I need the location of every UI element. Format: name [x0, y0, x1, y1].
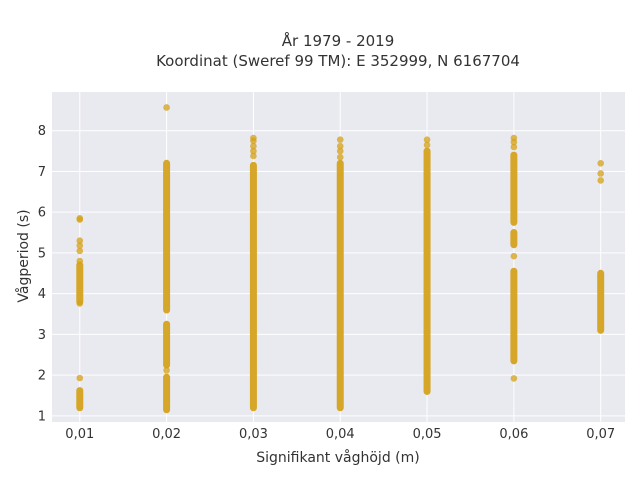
data-point-5-2: [510, 143, 518, 151]
x-tick-label-2: 0,03: [239, 427, 268, 442]
point-cluster-5-2: [510, 151, 518, 226]
x-tick-label-1: 0,02: [152, 427, 181, 442]
data-point-5-0: [510, 375, 518, 382]
chart-title-line-1: År 1979 - 2019: [282, 31, 395, 50]
x-tick-label-3: 0,04: [326, 427, 355, 442]
x-tick-labels: 0,01 0,02 0,03 0,04 0,05 0,06 0,07: [65, 427, 615, 442]
data-point-0-5: [76, 237, 84, 245]
point-cluster-1-0: [163, 373, 171, 414]
data-point-1-1: [163, 104, 170, 111]
y-tick-label-2: 3: [38, 328, 46, 343]
data-point-3-3: [336, 136, 344, 143]
data-point-6-2: [597, 159, 604, 167]
point-cluster-3-0: [336, 159, 344, 412]
data-point-2-1: [250, 147, 257, 155]
x-tick-label-6: 0,07: [586, 427, 615, 442]
point-cluster-5-1: [510, 229, 518, 249]
data-point-5-1: [510, 252, 518, 260]
point-cluster-0-1: [76, 261, 84, 306]
data-point-0-3: [76, 247, 84, 255]
y-tick-labels: 1 2 3 4 5 6 7 8: [38, 124, 46, 424]
data-point-3-0: [336, 153, 344, 161]
y-tick-label-7: 8: [38, 124, 46, 139]
data-point-6-1: [597, 170, 604, 177]
data-point-5-4: [510, 134, 518, 142]
point-cluster-4-0: [423, 147, 431, 395]
point-cluster-6-0: [597, 269, 605, 334]
data-point-2-4: [250, 134, 257, 142]
y-axis-label: Vågperiod (s): [15, 209, 32, 302]
x-tick-label-4: 0,05: [413, 427, 442, 442]
point-cluster-1-2: [163, 159, 171, 314]
data-point-4-0: [423, 141, 431, 149]
point-cluster-1-1: [163, 320, 171, 369]
data-point-3-1: [336, 147, 344, 155]
y-tick-label-4: 5: [38, 246, 46, 261]
data-point-3-2: [336, 142, 344, 150]
data-point-0-1: [76, 300, 84, 307]
y-tick-label-1: 2: [38, 369, 46, 384]
data-point-0-4: [76, 242, 84, 249]
data-point-1-0: [163, 366, 170, 374]
data-markers: [76, 104, 605, 414]
data-point-4-1: [423, 136, 431, 143]
y-tick-label-5: 6: [38, 206, 46, 221]
point-cluster-5-0: [510, 267, 518, 365]
data-point-0-0: [76, 374, 84, 382]
y-tick-label-3: 4: [38, 287, 46, 302]
data-point-2-0: [250, 152, 257, 160]
point-cluster-2-0: [249, 161, 257, 412]
point-cluster-0-0: [76, 387, 84, 412]
x-tick-label-5: 0,06: [499, 427, 528, 442]
data-point-6-0: [597, 177, 604, 184]
data-point-0-7: [76, 214, 84, 222]
x-tick-label-0: 0,01: [65, 427, 94, 442]
y-tick-label-6: 7: [38, 165, 46, 180]
data-point-0-2: [76, 257, 84, 265]
data-point-2-2: [250, 142, 257, 150]
chart-title-line-2: Koordinat (Sweref 99 TM): E 352999, N 61…: [156, 52, 520, 70]
y-tick-label-0: 1: [38, 409, 46, 424]
x-axis-label: Signifikant våghöjd (m): [256, 449, 419, 466]
